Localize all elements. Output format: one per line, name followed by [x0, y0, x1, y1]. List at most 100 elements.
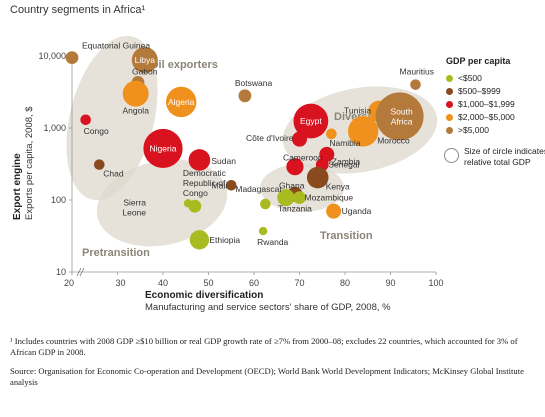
- point-egypt: [293, 103, 329, 139]
- point-mauritius: [410, 79, 421, 90]
- legend-dot-icon: [446, 101, 453, 108]
- point-label-tunisia: Tunisia: [344, 105, 371, 115]
- point-label-equatorial-guinea: Equatorial Guinea: [82, 41, 150, 51]
- point-label-kenya: Kenya: [326, 182, 350, 192]
- point-sierra-leone: [183, 199, 193, 208]
- y-tick-label: 10,000: [38, 51, 66, 61]
- point-label-sudan: Sudan: [211, 156, 236, 166]
- legend-label: $500–$999: [458, 86, 501, 96]
- x-tick-label: 30: [115, 278, 125, 288]
- point-mozambique: [293, 191, 306, 204]
- legend-dot-icon: [446, 75, 453, 82]
- point-label-algeria: Algeria: [168, 97, 195, 107]
- point-sudan: [188, 149, 211, 171]
- legend-dot-icon: [446, 88, 453, 95]
- point-label-mauritius: Mauritius: [400, 67, 434, 77]
- point-namibia: [326, 128, 337, 140]
- point-label-madagascar: Madagascar: [235, 184, 282, 194]
- point-south-africa: [375, 92, 424, 141]
- point-chad: [94, 159, 105, 170]
- x-tick-label: 100: [428, 278, 443, 288]
- point-morocco: [348, 116, 379, 147]
- point-algeria: [166, 86, 197, 118]
- point-label-rwanda: Rwanda: [257, 237, 288, 247]
- footnote: ¹ Includes countries with 2008 GDP ≥$10 …: [10, 336, 518, 357]
- x-tick-label: 80: [340, 278, 350, 288]
- point-label-mozambique: Mozambique: [305, 193, 354, 203]
- y-axis-title: Export engine: [12, 153, 23, 220]
- point-equatorial-guinea: [65, 51, 79, 65]
- segment-pretransition-label: Pretransition: [82, 247, 150, 259]
- x-tick-label: 50: [203, 278, 213, 288]
- point-label-angola: Angola: [122, 106, 149, 116]
- point-libya: [131, 46, 158, 73]
- legend-label: $2,000–$5,000: [458, 112, 515, 122]
- y-tick-label: 100: [51, 195, 66, 205]
- point-label-nigeria: Nigeria: [150, 143, 177, 153]
- y-axis-subtitle: Exports per capita, 2008, $: [24, 106, 35, 220]
- point-label-senegal: Senegal: [328, 160, 359, 170]
- point-label-gabon: Gabon: [132, 66, 158, 76]
- point-ethiopia: [189, 230, 210, 250]
- point-label-zambia: Zambia: [332, 156, 361, 166]
- point-label-democratic-republic-of-congo: Democratic Republic of Congo: [183, 168, 227, 198]
- point-label-cameroon: Cameroon: [283, 153, 323, 163]
- legend-label: <$500: [458, 73, 482, 83]
- legend-dot-icon: [446, 114, 453, 121]
- point-nigeria: [143, 128, 183, 169]
- x-axis-title: Economic diversification: [145, 290, 263, 301]
- point-zambia: [319, 146, 335, 162]
- point-label-south-africa: South Africa: [390, 106, 412, 126]
- point-angola: [122, 80, 149, 107]
- x-tick-label: 90: [385, 278, 395, 288]
- point-label-chad: Chad: [103, 169, 124, 179]
- size-note-text: Size of circle indicates relative total …: [464, 146, 545, 167]
- point-label-ethiopia: Ethiopia: [209, 235, 240, 245]
- point-botswana: [238, 89, 252, 103]
- x-tick-label: 40: [158, 278, 168, 288]
- point-label-tanzania: Tanzania: [278, 204, 312, 214]
- legend-item: $500–$999: [446, 85, 501, 97]
- legend-item: >$5,000: [446, 124, 489, 136]
- x-tick-label: 20: [64, 278, 74, 288]
- point-label-mali: Mali: [212, 180, 228, 190]
- chart-title: Country segments in Africa¹: [10, 4, 146, 16]
- point-kenya: [306, 166, 329, 189]
- x-tick-label: 60: [249, 278, 259, 288]
- point-label-sierra-leone: Sierra Leone: [122, 197, 146, 217]
- legend-item: $1,000–$1,999: [446, 98, 515, 110]
- point-cameroon: [286, 158, 304, 176]
- point-label-libya: Libya: [135, 55, 156, 65]
- point-label-ghana: Ghana: [279, 180, 305, 190]
- legend-item: <$500: [446, 72, 482, 84]
- legend-title: GDP per capita: [446, 56, 511, 66]
- point-label-congo: Congo: [84, 126, 109, 136]
- point-label-egypt: Egypt: [300, 116, 322, 126]
- point-congo: [80, 114, 91, 126]
- legend-label: >$5,000: [458, 125, 489, 135]
- point-uganda: [326, 203, 342, 219]
- y-tick-label: 10: [56, 267, 66, 277]
- point-label-namibia: Namibia: [329, 138, 360, 148]
- point-rwanda: [258, 226, 268, 236]
- point-tanzania: [277, 188, 295, 207]
- point-label-morocco: Morocco: [377, 135, 410, 145]
- y-tick-label: 1,000: [43, 123, 66, 133]
- point-madagascar: [260, 198, 271, 210]
- x-tick-label: 70: [294, 278, 304, 288]
- x-axis-subtitle: Manufacturing and service sectors' share…: [145, 302, 391, 313]
- point-c-te-d-ivoire: [292, 131, 307, 147]
- legend-label: $1,000–$1,999: [458, 99, 515, 109]
- scatter-chart: Oil exportersDiversifiedPretransitionTra…: [12, 35, 444, 313]
- point-mali: [225, 180, 237, 191]
- legend-item: $2,000–$5,000: [446, 111, 515, 123]
- point-label-botswana: Botswana: [235, 78, 273, 88]
- size-circle-icon: [444, 148, 459, 163]
- legend-dot-icon: [446, 127, 453, 134]
- segment-oil-exporters-label: Oil exporters: [150, 59, 218, 71]
- point-label-uganda: Uganda: [342, 206, 372, 216]
- source-note: Source: Organisation for Economic Co-ope…: [10, 366, 524, 387]
- segment-pretransition-ellipse: [96, 159, 228, 247]
- segment-transition-label: Transition: [320, 230, 373, 242]
- point-label-c-te-d-ivoire: Côte d'Ivoire: [246, 133, 294, 143]
